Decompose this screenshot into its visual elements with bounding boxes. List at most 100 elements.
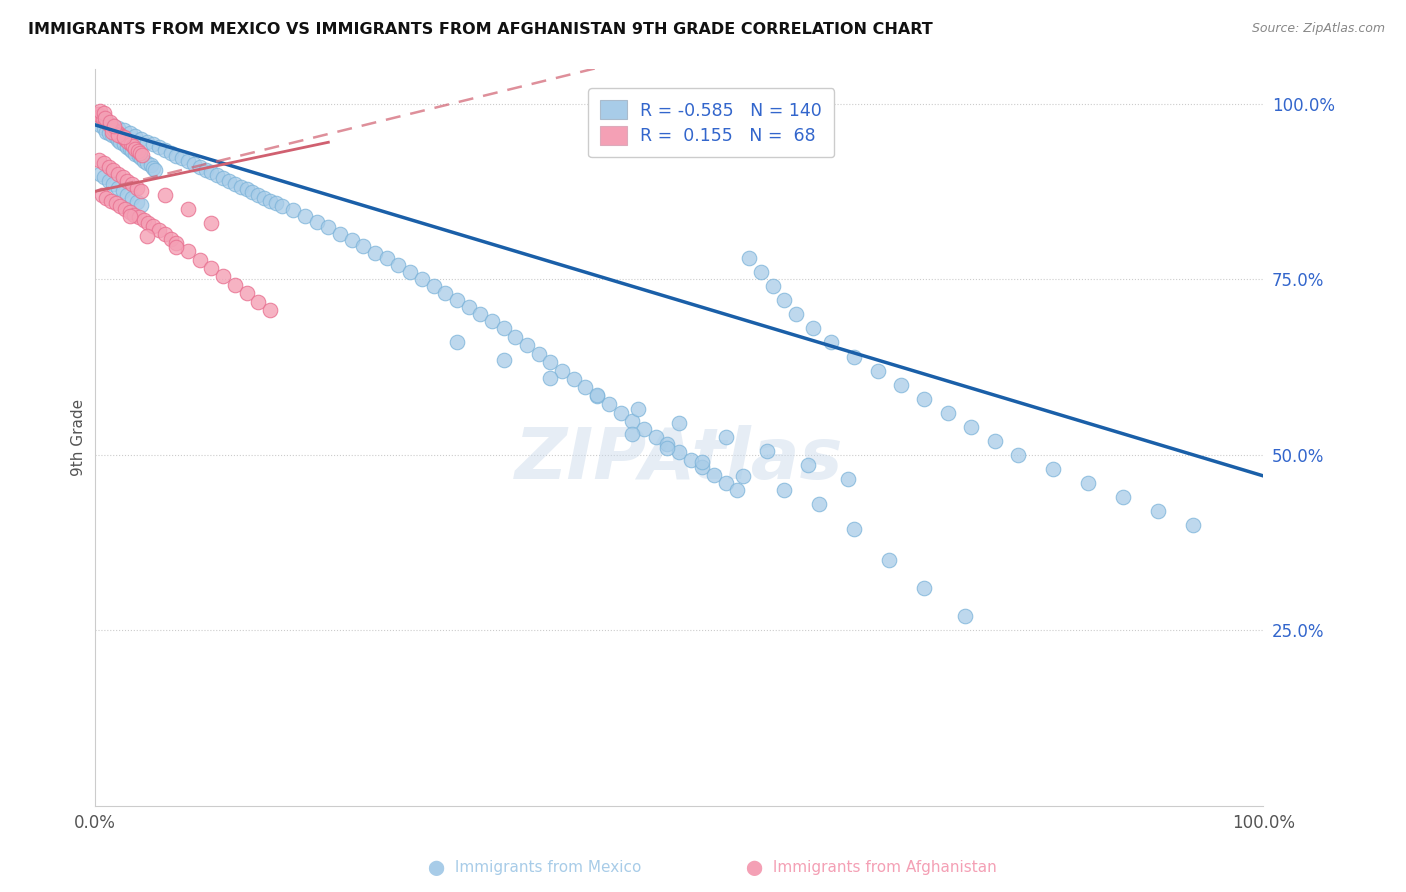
Point [136,135,159,149]
Text: ⬤  Immigrants from Afghanistan: ⬤ Immigrants from Afghanistan [747,860,997,876]
Point [118,204,141,219]
Point [172,152,194,166]
Y-axis label: 9th Grade: 9th Grade [72,399,86,475]
Point [111,170,134,185]
Point [200,216,222,230]
Point [218,174,240,188]
Text: ⬤  Immigrants from Mexico: ⬤ Immigrants from Mexico [427,860,641,876]
Point [657,441,679,455]
Point [264,196,287,211]
Point [177,154,200,169]
Point [114,202,136,216]
Point [101,118,124,132]
Point [89,153,111,167]
Point [188,252,211,267]
Point [129,145,152,160]
Point [148,223,170,237]
Point [101,128,124,143]
Point [457,301,479,315]
Point [329,227,352,241]
Point [165,240,187,254]
Point [136,156,159,170]
Point [240,185,263,199]
Point [97,126,120,140]
Point [97,174,120,188]
Point [644,429,666,443]
Point [142,137,165,152]
Point [117,136,139,150]
Point [200,260,222,275]
Point [107,120,129,135]
Point [98,119,121,133]
Point [207,169,229,183]
Point [914,392,936,406]
Point [153,227,176,242]
Point [773,483,796,497]
Point [112,123,135,137]
Point [125,181,148,195]
Point [94,114,117,128]
Point [387,258,409,272]
Point [229,179,252,194]
Point [90,188,112,202]
Point [104,130,127,145]
Point [132,154,155,169]
Point [183,157,205,171]
Point [118,126,141,140]
Point [93,170,115,185]
Point [107,167,129,181]
Point [1007,448,1029,462]
Point [738,251,761,265]
Point [120,137,142,152]
Point [98,115,121,129]
Point [117,140,139,154]
Point [259,303,281,318]
Point [89,103,111,118]
Point [118,209,141,223]
Point [212,171,235,186]
Point [259,194,281,208]
Point [586,389,609,403]
Point [621,426,644,441]
Point [434,286,457,301]
Point [364,245,387,260]
Point [1147,504,1170,518]
Point [422,279,444,293]
Point [1182,518,1205,533]
Point [108,127,131,141]
Point [122,139,145,153]
Point [692,455,714,469]
Point [96,125,118,139]
Point [110,199,132,213]
Point [305,214,328,228]
Point [124,147,146,161]
Point [844,350,866,364]
Point [340,233,363,247]
Point [121,145,143,159]
Point [136,228,159,243]
Point [527,347,550,361]
Point [177,244,200,259]
Point [679,452,702,467]
Point [89,167,111,181]
Point [1077,475,1099,490]
Point [138,216,160,230]
Point [866,363,889,377]
Point [692,460,714,475]
Point [714,475,737,490]
Point [94,111,117,125]
Point [112,137,135,152]
Point [785,307,807,321]
Point [960,419,983,434]
Legend: R = -0.585   N = 140, R =  0.155   N =  68: R = -0.585 N = 140, R = 0.155 N = 68 [588,88,834,157]
Point [131,148,153,162]
Point [89,118,111,132]
Point [131,152,153,166]
Point [733,469,755,483]
Point [125,194,148,209]
Point [159,231,181,245]
Point [131,185,153,199]
Point [148,140,170,154]
Point [111,185,134,199]
Point [124,128,146,143]
